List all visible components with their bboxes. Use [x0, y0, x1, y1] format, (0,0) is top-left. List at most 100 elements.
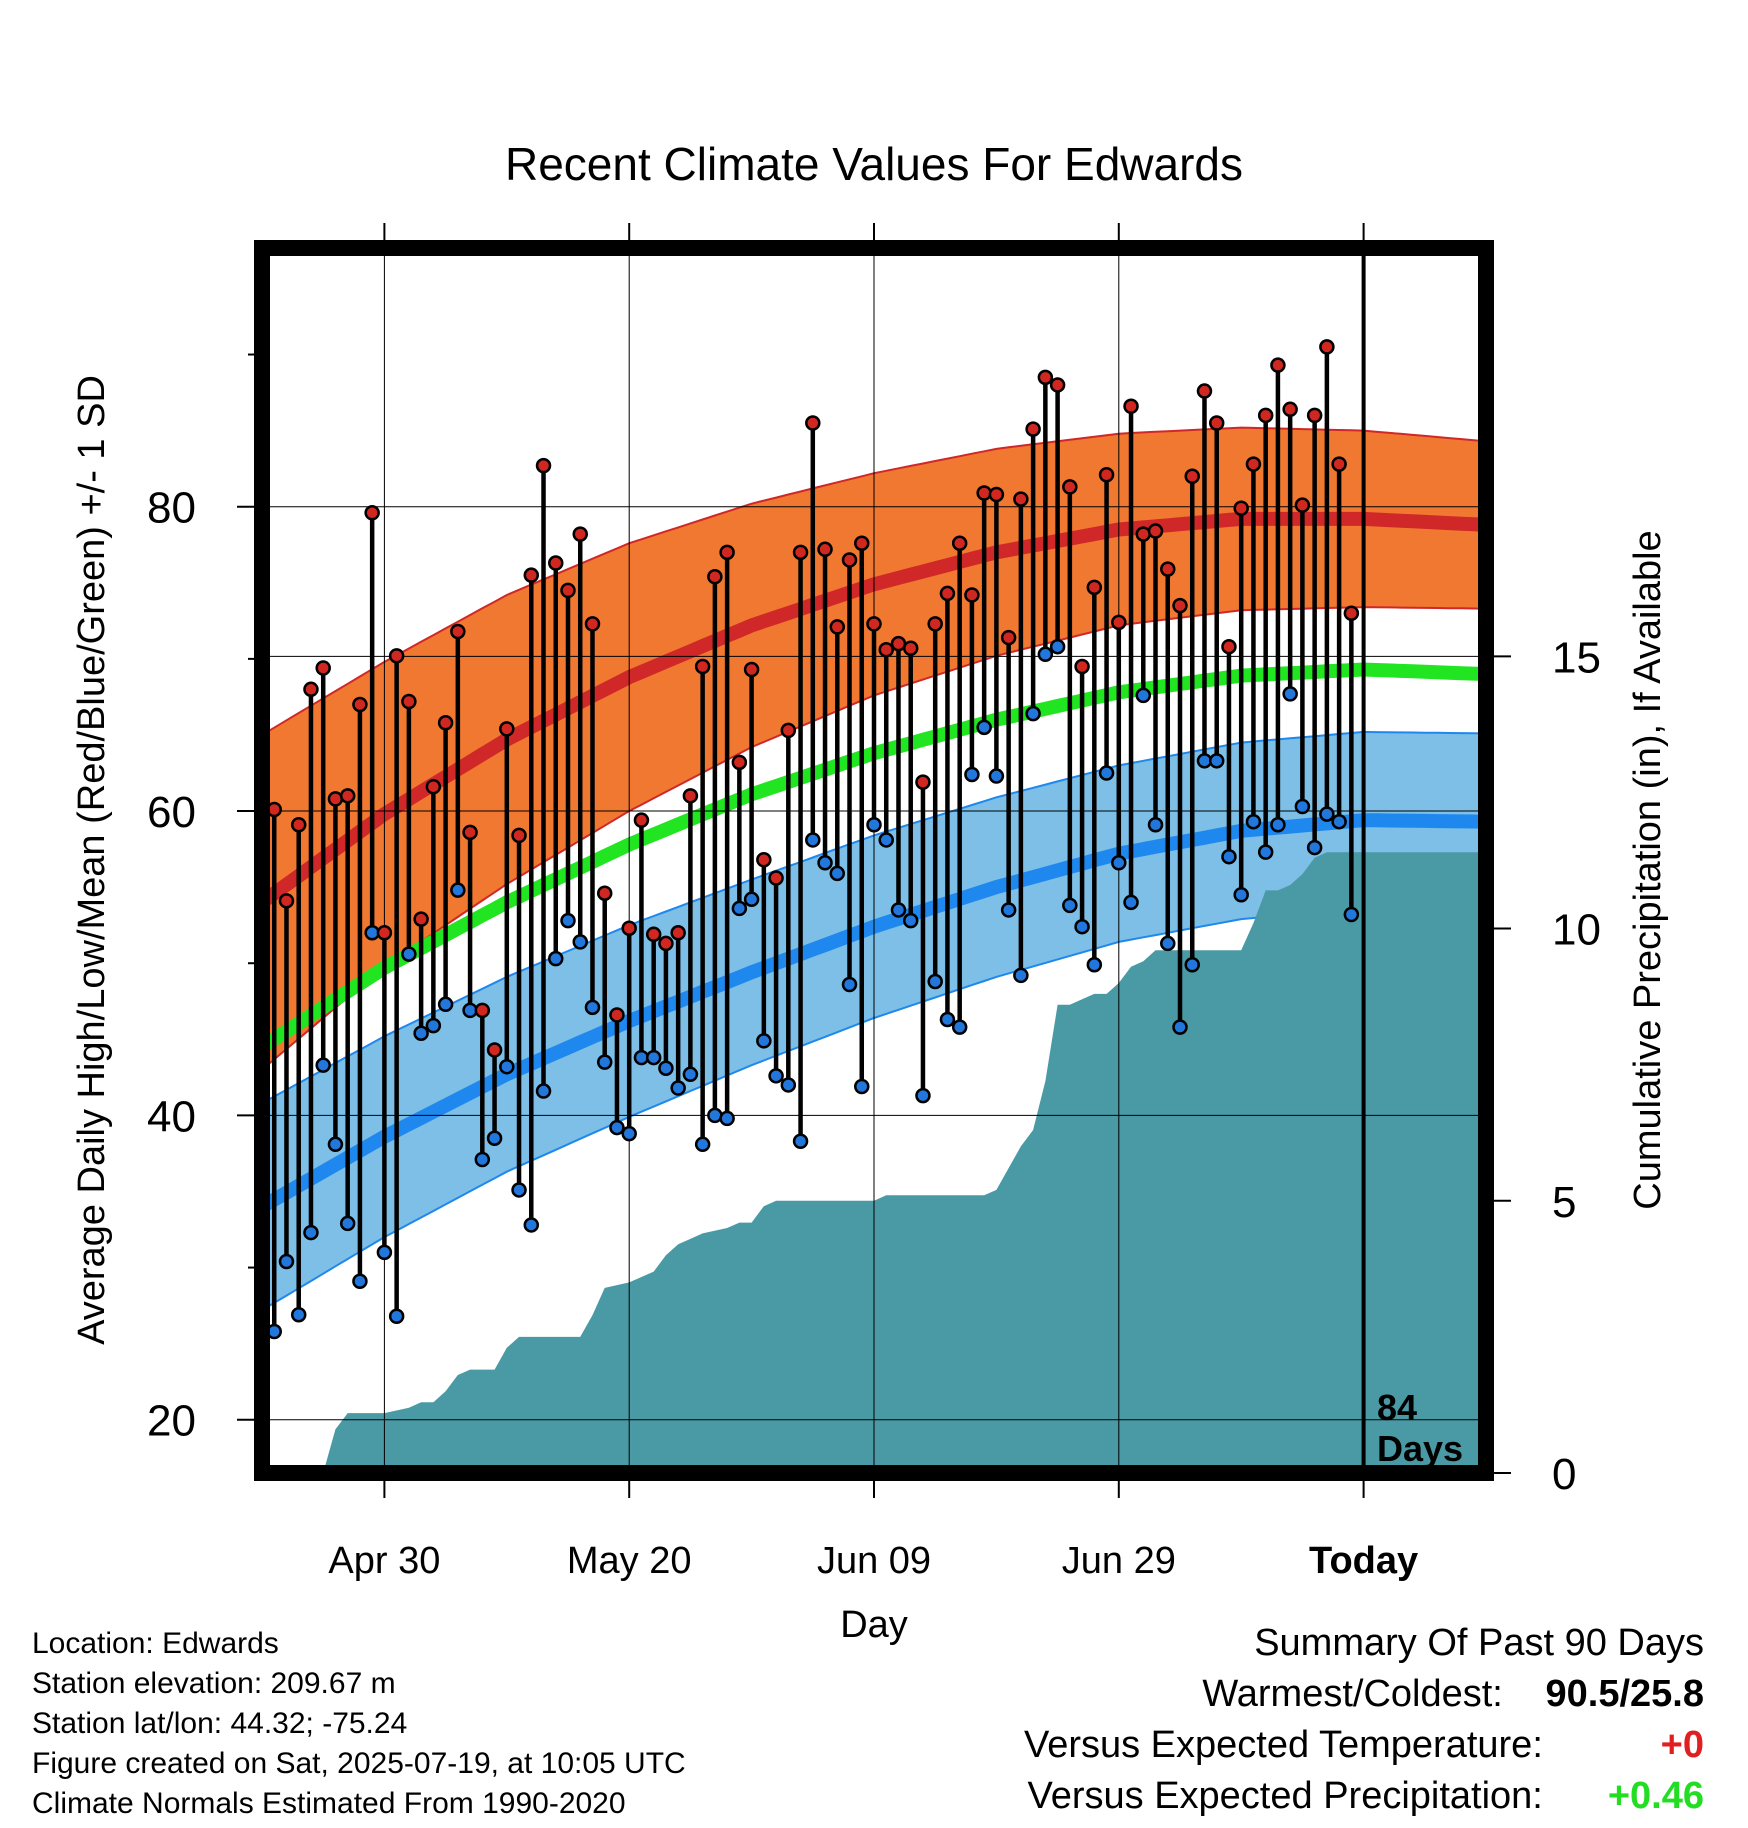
normals-text: Climate Normals Estimated From 1990-2020: [32, 1787, 626, 1820]
high-point: [1319, 339, 1335, 355]
low-point: [1306, 839, 1323, 856]
high-point: [743, 661, 760, 678]
low-point: [719, 1110, 735, 1127]
high-point: [560, 582, 576, 599]
low-point: [1343, 906, 1360, 923]
low-point: [290, 1306, 307, 1323]
high-point: [1135, 526, 1152, 542]
high-point: [535, 457, 552, 474]
high-point: [1233, 500, 1249, 516]
low-point: [474, 1151, 491, 1168]
high-point: [523, 567, 540, 583]
high-point: [1270, 357, 1286, 373]
high-point: [1221, 638, 1237, 655]
low-point: [413, 1025, 429, 1041]
high-point: [719, 544, 735, 561]
low-point: [817, 855, 833, 871]
high-point: [1160, 561, 1176, 577]
low-point: [1123, 894, 1139, 911]
low-point: [511, 1182, 527, 1198]
high-point: [1025, 421, 1041, 437]
high-point: [364, 505, 380, 521]
low-point: [609, 1119, 625, 1136]
high-point: [902, 640, 919, 656]
x-tick-label: Jun 09: [817, 1540, 931, 1582]
low-point: [707, 1107, 723, 1124]
high-point: [1343, 605, 1360, 621]
high-point: [584, 616, 601, 632]
high-point: [388, 648, 405, 664]
axis-ticks: Apr 30 May 20 Jun 09 Jun 29 Today 20 40 60 80 0 5 1…: [147, 223, 1601, 1582]
low-point: [780, 1077, 797, 1093]
high-point: [1257, 407, 1274, 424]
high-point: [462, 824, 478, 841]
high-point: [437, 715, 454, 731]
today-annotation-unit: Days: [1377, 1428, 1463, 1469]
high-point: [694, 658, 711, 675]
x-axis-label: Day: [840, 1604, 908, 1646]
plot-area: [262, 248, 1486, 1473]
low-point: [1208, 753, 1225, 769]
high-point: [572, 526, 588, 542]
high-point: [339, 788, 356, 804]
created-text: Figure created on Sat, 2025-07-19, at 10…: [32, 1747, 686, 1780]
low-point: [1160, 935, 1176, 952]
y2-tick-label: 0: [1552, 1450, 1576, 1499]
low-point: [1282, 686, 1298, 702]
high-point: [633, 812, 650, 828]
high-point: [327, 791, 344, 807]
high-point: [805, 415, 821, 431]
low-point: [841, 976, 858, 993]
low-point: [388, 1308, 405, 1325]
summary-temp-departure: Versus Expected Temperature: +0: [1024, 1720, 1704, 1771]
low-point: [523, 1217, 540, 1233]
low-point: [437, 996, 454, 1013]
low-point: [1331, 813, 1347, 830]
high-point: [1294, 497, 1311, 513]
low-point: [584, 999, 601, 1016]
high-point: [988, 486, 1005, 503]
high-point: [1245, 456, 1262, 472]
low-point: [401, 946, 417, 962]
low-point: [450, 882, 466, 898]
high-point: [1062, 479, 1078, 495]
summary-panel: Summary Of Past 90 Days Warmest/Coldest:…: [1024, 1618, 1704, 1822]
high-point: [1306, 407, 1323, 424]
high-point: [401, 693, 417, 710]
high-point: [878, 641, 894, 658]
y-axis-label: Average Daily High/Low/Mean (Red/Blue/Gr…: [71, 375, 113, 1345]
low-point: [645, 1049, 662, 1066]
low-point: [756, 1033, 772, 1049]
high-point: [1049, 377, 1066, 393]
low-point: [1098, 765, 1115, 781]
temp-departure-value: +0: [1660, 1724, 1704, 1766]
low-point: [376, 1244, 393, 1261]
low-point: [535, 1083, 552, 1099]
high-point: [841, 552, 858, 568]
high-point: [290, 816, 307, 833]
x-tick-label: Jun 29: [1062, 1540, 1176, 1582]
high-point: [964, 587, 980, 603]
high-point: [976, 485, 992, 501]
precip-departure-label: Versus Expected Precipitation:: [1027, 1775, 1543, 1817]
low-point: [486, 1130, 503, 1146]
low-point: [658, 1060, 674, 1076]
temp-departure-label: Versus Expected Temperature:: [1023, 1724, 1543, 1766]
high-point: [450, 623, 466, 640]
low-point: [1000, 902, 1017, 918]
high-point: [927, 616, 943, 632]
low-point: [621, 1125, 637, 1142]
today-annotation-number: 84: [1377, 1387, 1417, 1428]
y-tick-label: 20: [147, 1397, 196, 1446]
low-point: [1294, 798, 1311, 815]
high-point: [413, 911, 429, 927]
station-info: Location: Edwards Station elevation: 209…: [32, 1624, 686, 1824]
low-point: [1172, 1019, 1188, 1035]
daily-observations: [262, 339, 1360, 1340]
low-point: [1147, 816, 1164, 833]
low-point: [1074, 918, 1090, 935]
low-point: [988, 768, 1005, 784]
chart-title: Recent Climate Values For Edwards: [505, 138, 1243, 190]
low-point: [315, 1057, 331, 1073]
low-point: [1319, 806, 1335, 822]
